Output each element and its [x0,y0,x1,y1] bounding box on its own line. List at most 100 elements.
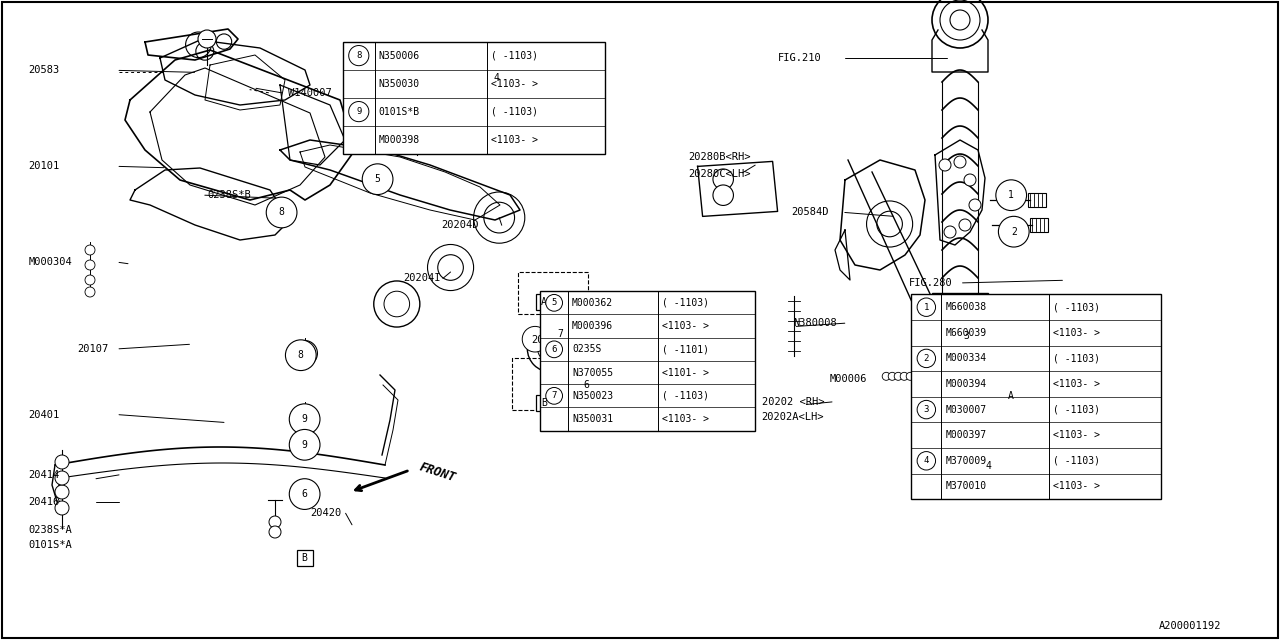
Text: N350006: N350006 [379,51,420,61]
Circle shape [954,156,966,168]
Circle shape [895,372,902,380]
Circle shape [600,377,634,410]
Circle shape [940,159,951,171]
Circle shape [292,480,317,506]
Bar [1030,218,1048,232]
Circle shape [289,404,320,435]
Circle shape [959,219,972,231]
Text: 8: 8 [279,207,284,218]
Text: <1103- >: <1103- > [1052,430,1100,440]
Circle shape [269,516,282,528]
Circle shape [722,344,732,355]
Bar [518,271,589,314]
Bar [945,358,975,388]
Text: M660039: M660039 [946,328,987,338]
Circle shape [55,471,69,485]
Text: 20401: 20401 [28,410,59,420]
Circle shape [298,411,311,424]
Circle shape [916,349,936,367]
Circle shape [722,363,732,372]
Circle shape [55,455,69,469]
Text: M000397: M000397 [946,430,987,440]
Text: 8: 8 [298,350,303,360]
Circle shape [964,174,977,186]
Circle shape [298,347,311,360]
Circle shape [410,67,425,83]
Circle shape [84,260,95,270]
Text: 7: 7 [552,391,557,401]
Circle shape [906,372,914,380]
Bar [536,395,552,411]
Text: M000334: M000334 [946,353,987,364]
Text: A: A [1009,390,1014,401]
Text: 6: 6 [552,345,557,354]
Circle shape [362,164,393,195]
Circle shape [298,436,311,449]
Text: M000362: M000362 [572,298,613,308]
Circle shape [84,275,95,285]
Circle shape [522,326,548,352]
Text: ( -1103): ( -1103) [663,298,709,308]
Text: FIG.210: FIG.210 [778,52,822,63]
Text: N350030: N350030 [379,79,420,88]
Circle shape [266,197,297,228]
Text: N380008: N380008 [794,318,837,328]
Text: <1103- >: <1103- > [663,414,709,424]
Text: 5: 5 [552,298,557,307]
Text: ( -1103): ( -1103) [492,51,539,61]
Text: 8: 8 [356,51,361,60]
Text: 20204I: 20204I [403,273,440,284]
Circle shape [292,340,317,366]
Bar [1004,387,1019,403]
Text: ( -1103): ( -1103) [1052,404,1100,415]
Text: ( -1103): ( -1103) [1052,302,1100,312]
Circle shape [722,333,732,342]
Circle shape [292,430,317,456]
Circle shape [269,198,294,224]
Text: 20202 <RH>: 20202 <RH> [762,397,824,407]
Text: 20206: 20206 [531,335,562,346]
Circle shape [285,340,316,371]
Circle shape [481,63,512,93]
Circle shape [996,180,1027,211]
Bar [911,294,1161,499]
Bar [932,293,988,305]
Circle shape [969,199,980,211]
Text: <1103- >: <1103- > [1052,481,1100,492]
Circle shape [722,323,732,333]
Text: 6: 6 [302,489,307,499]
Text: 20584D: 20584D [791,207,828,218]
Text: 20205: 20205 [497,67,527,77]
Circle shape [292,404,317,430]
Circle shape [973,451,1004,481]
Circle shape [951,321,982,351]
Text: 4: 4 [924,456,929,465]
Circle shape [55,501,69,515]
Text: 9: 9 [356,107,361,116]
Text: 5: 5 [375,174,380,184]
Text: 3: 3 [924,405,929,414]
Circle shape [713,185,733,205]
Text: W140007: W140007 [288,88,332,98]
Text: 1: 1 [1009,190,1014,200]
Circle shape [84,245,95,255]
Text: 0510S: 0510S [617,410,648,420]
Text: 6: 6 [584,380,589,390]
Bar [540,291,755,431]
Circle shape [916,452,936,470]
Text: A200001192: A200001192 [1158,621,1221,631]
Text: 9: 9 [302,440,307,450]
Text: M000396: M000396 [572,321,613,331]
Circle shape [545,387,562,404]
Circle shape [55,485,69,499]
Text: M000398: M000398 [379,134,420,145]
Text: M660038: M660038 [946,302,987,312]
Text: 0101S*A: 0101S*A [28,540,72,550]
Text: B: B [302,553,307,563]
Circle shape [998,216,1029,247]
Text: <1103- >: <1103- > [1052,379,1100,389]
Text: M370010: M370010 [946,481,987,492]
Text: FIG.280: FIG.280 [909,278,952,288]
Text: 20420: 20420 [310,508,340,518]
Text: 20280C<LH>: 20280C<LH> [689,169,751,179]
